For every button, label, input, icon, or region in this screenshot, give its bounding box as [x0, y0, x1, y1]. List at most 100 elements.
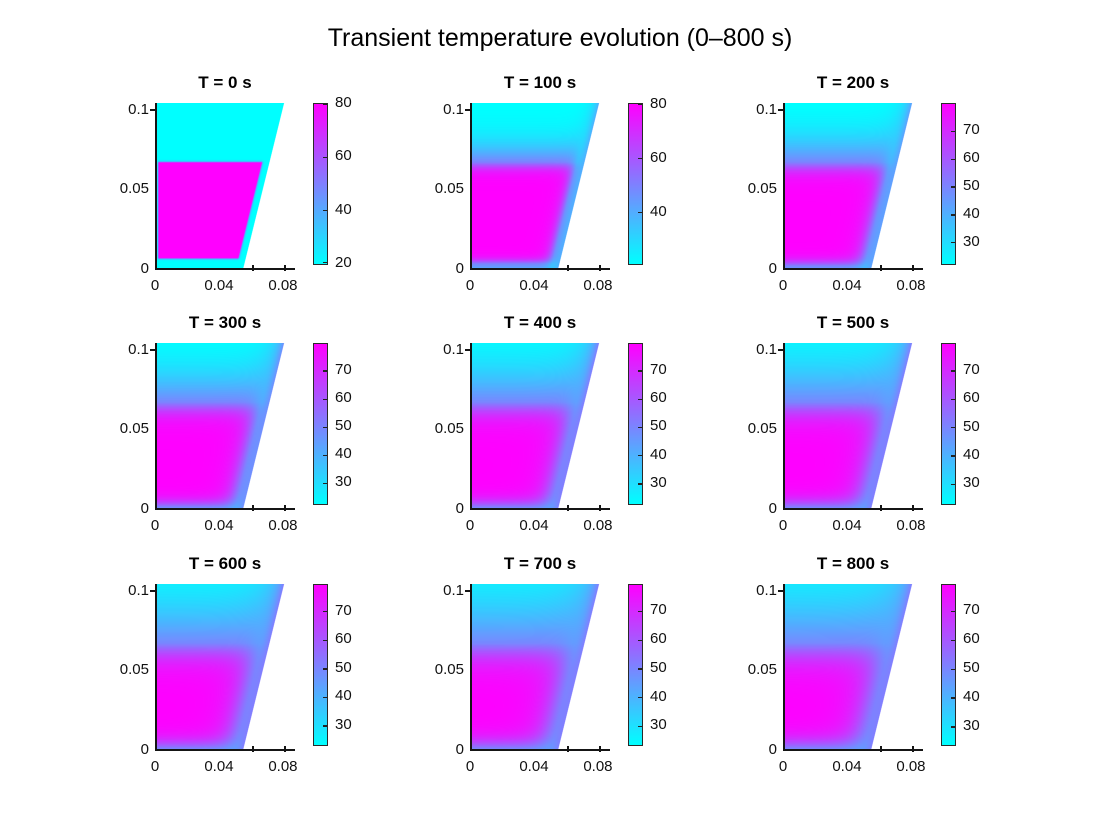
subplot-t700: T = 700 s 0 0.05 0.1 0 0.04 0.08 30 40 50 60 70: [425, 551, 693, 789]
colorbar-tick-label: 50: [650, 417, 667, 435]
colorbar-gradient: [314, 104, 327, 264]
y-axis-tick-label: 0.05: [747, 180, 777, 198]
colorbar-gradient: [314, 344, 327, 504]
subplot-title: T = 0 s: [198, 73, 252, 92]
x-tick-mark: [252, 746, 254, 752]
colorbar-tick-mark: [638, 104, 642, 106]
colorbar: [941, 103, 956, 265]
subplot-t0: T = 0 s 0 0.05 0.1 0 0.04 0.08 20 40 60 80: [110, 70, 378, 308]
colorbar: [941, 584, 956, 746]
x-axis-tick-label: 0: [150, 277, 160, 294]
colorbar-tick-label: 70: [335, 360, 352, 378]
subplot-t300: T = 300 s 0 0.05 0.1 0 0.04 0.08 30 40 50 60 70: [110, 310, 378, 548]
colorbar-tick-mark: [951, 668, 955, 670]
y-axis-tick-label: 0: [140, 259, 149, 277]
colorbar-tick-label: 40: [650, 445, 667, 463]
y-axis-tick-label: 0: [455, 740, 464, 758]
x-axis-tick-label: 0: [150, 758, 160, 775]
colorbar-tick-label: 60: [335, 147, 352, 165]
figure-title: Transient temperature evolution (0–800 s…: [327, 24, 793, 52]
colorbar-tick-label: 40: [650, 687, 667, 705]
colorbar-tick-label: 20: [335, 254, 352, 271]
colorbar-tick-mark: [951, 186, 955, 188]
y-tick-mark: [150, 590, 155, 592]
colorbar: [628, 343, 643, 505]
x-tick-mark: [252, 505, 254, 511]
temperature-field-heatmap: [472, 343, 610, 508]
subplot-title: T = 700 s: [503, 554, 577, 573]
x-axis-tick-label: 0.08: [896, 277, 926, 294]
x-axis-tick-label: 0: [465, 758, 475, 775]
y-tick-mark: [150, 349, 155, 351]
plot-area: [465, 103, 610, 271]
x-axis-tick-label: 0.04: [832, 758, 862, 775]
x-tick-mark: [912, 505, 914, 511]
y-tick-mark: [778, 349, 783, 351]
colorbar-gradient: [942, 344, 955, 504]
x-axis-tick-label: 0.04: [204, 758, 234, 775]
plot-area: [150, 103, 295, 271]
x-axis-tick-label: 0.08: [583, 277, 613, 294]
y-axis-tick-label: 0.1: [756, 101, 777, 119]
colorbar-tick-mark: [951, 483, 955, 486]
temperature-field-heatmap: [785, 584, 923, 749]
colorbar-tick-mark: [323, 156, 327, 159]
colorbar-tick-mark: [323, 426, 327, 428]
colorbar-tick-mark: [638, 483, 642, 485]
y-tick-mark: [465, 349, 470, 351]
y-tick-mark: [465, 109, 470, 111]
x-axis-tick-label: 0.08: [268, 758, 298, 775]
colorbar-tick-label: 50: [963, 659, 980, 677]
x-tick-mark: [880, 505, 882, 511]
x-tick-mark: [599, 746, 601, 752]
plot-area: [778, 103, 923, 271]
colorbar-tick-label: 30: [335, 715, 352, 733]
x-axis-tick-label: 0.08: [896, 758, 926, 775]
colorbar-tick-mark: [638, 370, 642, 372]
y-axis-tick-label: 0.05: [434, 180, 464, 198]
x-tick-mark: [912, 746, 914, 752]
x-axis-tick-label: 0.04: [832, 277, 862, 294]
x-axis-tick-label: 0: [778, 517, 788, 534]
subplot-t100: T = 100 s 0 0.05 0.1 0 0.04 0.08 40 60 80: [425, 70, 693, 308]
x-axis-tick-label: 0.04: [519, 517, 549, 534]
colorbar-tick-label: 30: [963, 232, 980, 250]
colorbar: [313, 103, 328, 265]
colorbar-tick-mark: [951, 214, 955, 216]
y-axis-tick-label: 0: [140, 499, 149, 517]
y-axis-tick-label: 0.05: [747, 661, 777, 679]
subplot-title: T = 200 s: [816, 73, 890, 92]
colorbar-gradient: [629, 344, 642, 504]
y-axis-tick-label: 0.05: [119, 661, 149, 679]
plot-area: [150, 584, 295, 752]
x-axis-tick-label: 0: [465, 517, 475, 534]
colorbar-gradient: [629, 104, 642, 264]
x-tick-mark: [912, 265, 914, 271]
subplot-title: T = 300 s: [188, 313, 262, 332]
colorbar-tick-mark: [323, 639, 327, 641]
colorbar: [313, 584, 328, 746]
x-axis-tick-label: 0: [778, 277, 788, 294]
y-axis-tick-label: 0.1: [443, 101, 464, 119]
y-tick-mark: [778, 109, 783, 111]
y-axis-tick-label: 0: [140, 740, 149, 758]
colorbar-gradient: [314, 585, 327, 745]
colorbar-tick-label: 40: [335, 200, 352, 218]
subplot-t800: T = 800 s 0 0.05 0.1 0 0.04 0.08 30 40 50 60 70: [738, 551, 1006, 789]
y-axis-tick-label: 0.1: [756, 341, 777, 359]
colorbar-tick-label: 40: [335, 445, 352, 463]
temperature-field-heatmap: [472, 584, 610, 749]
colorbar-tick-label: 40: [650, 202, 667, 220]
colorbar-tick-mark: [323, 668, 327, 670]
x-tick-mark: [252, 265, 254, 271]
colorbar-tick-mark: [638, 639, 642, 641]
y-axis-tick-label: 0.05: [119, 420, 149, 438]
plot-area: [465, 584, 610, 752]
colorbar-tick-label: 70: [963, 601, 980, 619]
x-tick-mark: [284, 505, 286, 511]
colorbar-tick-label: 50: [963, 176, 980, 194]
colorbar-tick-mark: [638, 610, 642, 613]
colorbar-tick-label: 40: [335, 687, 352, 705]
x-axis-tick-label: 0.08: [268, 517, 298, 534]
